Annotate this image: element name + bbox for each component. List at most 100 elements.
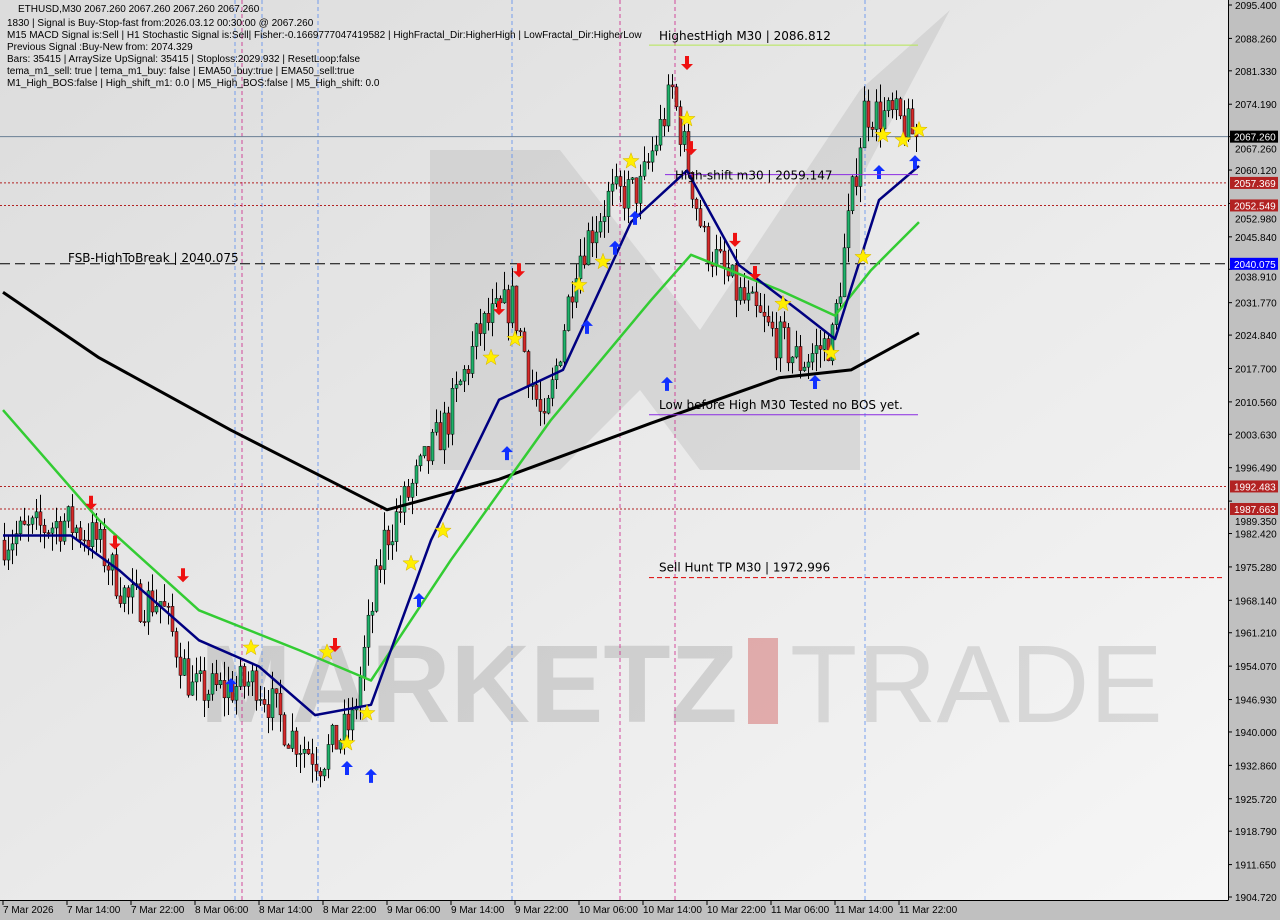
bear-candle (782, 321, 787, 328)
annotation-label: FSB-HighToBreak | 2040.075 (68, 251, 239, 265)
bear-candle (726, 267, 731, 277)
bear-candle (678, 106, 683, 145)
sell-arrow-icon (493, 301, 505, 316)
bear-candle (898, 98, 903, 117)
bear-candle (514, 285, 519, 331)
bull-candle (182, 658, 187, 676)
bull-candle (326, 744, 331, 770)
signal-star-icon (894, 130, 912, 148)
sell-arrow-icon (685, 141, 697, 156)
price-tag-label: 1992.483 (1234, 482, 1276, 493)
bull-candle (470, 346, 475, 374)
bull-candle (338, 740, 343, 750)
bull-candle (474, 323, 479, 347)
bull-candle (394, 511, 399, 542)
bull-candle (458, 380, 463, 385)
bull-candle (110, 554, 115, 571)
sell-arrow-icon (729, 232, 741, 247)
bull-candle (414, 465, 419, 484)
bull-candle (682, 131, 687, 145)
buy-arrow-icon (661, 376, 673, 391)
bull-candle (430, 431, 435, 462)
bull-candle (206, 693, 211, 701)
bear-candle (734, 264, 739, 301)
bull-candle (566, 296, 571, 331)
bull-candle (66, 506, 71, 522)
bull-candle (630, 177, 635, 180)
y-tick-label: 1911.650 (1235, 861, 1276, 872)
bear-candle (102, 529, 107, 567)
bull-candle (510, 285, 515, 324)
bull-candle (550, 379, 555, 399)
price-tag (1230, 176, 1278, 189)
bull-candle (738, 287, 743, 301)
x-tick-label: 11 Mar 06:00 (771, 905, 830, 916)
bull-candle (822, 338, 827, 350)
bull-candle (906, 108, 911, 140)
bull-candle (666, 84, 671, 127)
bear-candle (386, 529, 391, 546)
x-tick-label: 11 Mar 14:00 (835, 905, 894, 916)
bull-candle (586, 230, 591, 266)
moving-average-line (2, 290, 920, 512)
bull-candle (494, 298, 499, 304)
bull-candle (794, 346, 799, 358)
y-tick-label: 1982.420 (1235, 530, 1277, 541)
bull-candle (886, 100, 891, 111)
bear-candle (46, 532, 51, 534)
bear-candle (262, 699, 267, 705)
annotation-label: Sell Hunt TP M30 | 1972.996 (659, 561, 830, 575)
y-tick-label: 2003.630 (1235, 430, 1277, 441)
bear-candle (646, 161, 651, 163)
bear-candle (22, 520, 27, 525)
bear-candle (438, 422, 443, 451)
x-tick-label: 8 Mar 22:00 (323, 905, 377, 916)
bull-candle (814, 345, 819, 354)
y-tick-label: 2038.910 (1235, 272, 1277, 283)
bull-candle (402, 486, 407, 513)
bear-candle (378, 565, 383, 570)
info-line-4: Bars: 35415 | ArraySize UpSignal: 35415 … (7, 54, 361, 65)
bull-candle (154, 606, 159, 613)
bull-candle (502, 289, 507, 304)
price-tag-label: 1987.663 (1234, 505, 1276, 516)
bull-candle (30, 517, 35, 525)
price-tag-label: 2052.549 (1234, 201, 1276, 212)
bull-candle (358, 676, 363, 707)
bear-candle (2, 539, 7, 561)
bull-candle (14, 533, 19, 545)
bull-candle (614, 176, 619, 185)
bull-candle (350, 709, 355, 731)
x-tick-label: 10 Mar 22:00 (707, 905, 766, 916)
bear-candle (538, 399, 543, 412)
sell-arrow-icon (329, 637, 341, 652)
y-tick-label: 1975.280 (1235, 563, 1277, 574)
annotation-label: Low before High M30 Tested no BOS yet. (659, 398, 903, 412)
bull-candle (606, 190, 611, 217)
bull-candle (862, 100, 867, 149)
signal-star-icon (822, 343, 840, 361)
bear-candle (698, 208, 703, 227)
bull-candle (122, 587, 127, 604)
bear-candle (518, 330, 523, 333)
bull-candle (258, 699, 263, 701)
bull-candle (390, 541, 395, 546)
bear-candle (910, 108, 915, 135)
bear-candle (694, 198, 699, 209)
bear-candle (570, 296, 575, 303)
bear-candle (346, 713, 351, 731)
bull-candle (658, 119, 663, 146)
price-tag-label: 2067.260 (1234, 133, 1276, 144)
y-tick-label: 2074.190 (1235, 100, 1277, 111)
sell-arrow-icon (513, 263, 525, 278)
bear-candle (670, 84, 675, 88)
bear-candle (254, 670, 259, 701)
bear-candle (114, 554, 119, 597)
price-tag (1230, 257, 1278, 270)
bull-candle (490, 303, 495, 323)
bull-candle (410, 482, 415, 498)
bear-candle (166, 606, 171, 608)
bear-candle (314, 764, 319, 772)
bear-candle (634, 177, 639, 204)
